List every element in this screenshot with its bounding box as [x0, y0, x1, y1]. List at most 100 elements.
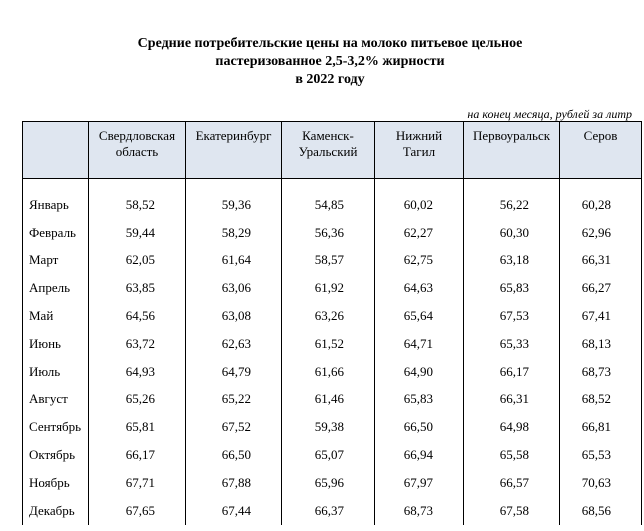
- data-row: Август 65,26 65,22 61,46 65,83 66,31 68,52: [22, 385, 642, 414]
- value-cell: 65,53: [559, 441, 642, 469]
- value-cell: 66,50: [185, 441, 282, 469]
- value-cell: 64,71: [374, 329, 464, 358]
- value-cell: 63,18: [463, 246, 560, 275]
- month-cell: Сентябрь: [22, 413, 89, 442]
- data-row: Февраль 59,44 58,29 56,36 62,27 60,30 62,96: [22, 218, 642, 247]
- value-cell: 63,72: [88, 329, 186, 358]
- value-cell: 60,02: [374, 191, 464, 219]
- value-cell: 54,85: [281, 191, 375, 219]
- month-cell: Декабрь: [22, 496, 89, 525]
- value-cell: 66,17: [88, 441, 186, 469]
- header-line: Тагил: [402, 144, 436, 159]
- value-cell: 62,75: [374, 246, 464, 275]
- value-cell: 64,63: [374, 274, 464, 303]
- value-cell: 66,31: [559, 246, 642, 275]
- header-line: Свердловская: [98, 128, 176, 143]
- value-cell: 70,63: [559, 468, 642, 497]
- value-cell: 67,44: [185, 496, 282, 525]
- value-cell: 64,56: [88, 302, 186, 330]
- month-cell: Октябрь: [22, 441, 89, 469]
- spacer-cell: [374, 178, 464, 191]
- spacer-cell: [559, 178, 642, 191]
- spacer-cell: [281, 178, 375, 191]
- value-cell: 61,52: [281, 329, 375, 358]
- value-cell: 65,81: [88, 413, 186, 442]
- header-line: Серов: [583, 128, 618, 143]
- value-cell: 65,22: [185, 385, 282, 414]
- column-header: Нижний Тагил: [374, 121, 464, 179]
- value-cell: 65,26: [88, 385, 186, 414]
- value-cell: 65,07: [281, 441, 375, 469]
- column-header: Екатеринбург: [185, 121, 282, 179]
- value-cell: 68,73: [374, 496, 464, 525]
- value-cell: 68,13: [559, 329, 642, 358]
- value-cell: 67,97: [374, 468, 464, 497]
- value-cell: 64,98: [463, 413, 560, 442]
- value-cell: 67,71: [88, 468, 186, 497]
- price-table: Свердловская область Екатеринбург Каменск- У…: [22, 121, 642, 525]
- value-cell: 64,79: [185, 357, 282, 386]
- value-cell: 62,63: [185, 329, 282, 358]
- title-line: в 2022 году: [295, 72, 365, 87]
- value-cell: 56,22: [463, 191, 560, 219]
- column-header: Каменск- Уральский: [281, 121, 375, 179]
- value-cell: 59,36: [185, 191, 282, 219]
- value-cell: 56,36: [281, 218, 375, 247]
- value-cell: 65,58: [463, 441, 560, 469]
- column-header: Первоуральск: [463, 121, 560, 179]
- data-row: Декабрь 67,65 67,44 66,37 68,73 67,58 68,56: [22, 496, 642, 525]
- value-cell: 68,73: [559, 357, 642, 386]
- month-cell: Июль: [22, 357, 89, 386]
- value-cell: 63,26: [281, 302, 375, 330]
- value-cell: 61,92: [281, 274, 375, 303]
- title-line: Средние потребительские цены на молоко п…: [137, 36, 523, 51]
- value-cell: 63,85: [88, 274, 186, 303]
- data-row: Ноябрь 67,71 67,88 65,96 67,97 66,57 70,63: [22, 468, 642, 497]
- value-cell: 61,46: [281, 385, 375, 414]
- value-cell: 66,17: [463, 357, 560, 386]
- value-cell: 63,08: [185, 302, 282, 330]
- value-cell: 59,38: [281, 413, 375, 442]
- month-cell: Май: [22, 302, 89, 330]
- spacer-row: [22, 178, 642, 191]
- value-cell: 64,93: [88, 357, 186, 386]
- value-cell: 62,27: [374, 218, 464, 247]
- value-cell: 59,44: [88, 218, 186, 247]
- value-cell: 66,94: [374, 441, 464, 469]
- value-cell: 65,96: [281, 468, 375, 497]
- value-cell: 66,50: [374, 413, 464, 442]
- data-row: Январь 58,52 59,36 54,85 60,02 56,22 60,28: [22, 191, 642, 219]
- value-cell: 62,05: [88, 246, 186, 275]
- month-cell: Февраль: [22, 218, 89, 247]
- month-cell: Январь: [22, 191, 89, 219]
- spacer-cell: [22, 178, 89, 191]
- month-cell: Июнь: [22, 329, 89, 358]
- month-cell: Ноябрь: [22, 468, 89, 497]
- column-header: Свердловская область: [88, 121, 186, 179]
- header-line: Екатеринбург: [195, 128, 272, 143]
- value-cell: 67,53: [463, 302, 560, 330]
- value-cell: 68,52: [559, 385, 642, 414]
- value-cell: 66,57: [463, 468, 560, 497]
- data-row: Июль 64,93 64,79 61,66 64,90 66,17 68,73: [22, 357, 642, 386]
- data-row: Март 62,05 61,64 58,57 62,75 63,18 66,31: [22, 246, 642, 275]
- value-cell: 65,83: [374, 385, 464, 414]
- value-cell: 61,64: [185, 246, 282, 275]
- title: Средние потребительские цены на молоко п…: [0, 35, 644, 89]
- value-cell: 67,52: [185, 413, 282, 442]
- header-line: Первоуральск: [472, 128, 551, 143]
- data-row: Май 64,56 63,08 63,26 65,64 67,53 67,41: [22, 302, 642, 330]
- month-cell: Март: [22, 246, 89, 275]
- data-row: Октябрь 66,17 66,50 65,07 66,94 65,58 65,53: [22, 441, 642, 469]
- note: на конец месяца, рублей за литр: [467, 107, 632, 121]
- data-row: Сентябрь 65,81 67,52 59,38 66,50 64,98 66,81: [22, 413, 642, 442]
- value-cell: 58,29: [185, 218, 282, 247]
- spacer-cell: [88, 178, 186, 191]
- month-cell: Апрель: [22, 274, 89, 303]
- data-row: Июнь 63,72 62,63 61,52 64,71 65,33 68,13: [22, 329, 642, 358]
- header-line: Нижний: [395, 128, 443, 143]
- column-header: Серов: [559, 121, 642, 179]
- spacer-cell: [463, 178, 560, 191]
- data-row: Апрель 63,85 63,06 61,92 64,63 65,83 66,27: [22, 274, 642, 303]
- value-cell: 67,41: [559, 302, 642, 330]
